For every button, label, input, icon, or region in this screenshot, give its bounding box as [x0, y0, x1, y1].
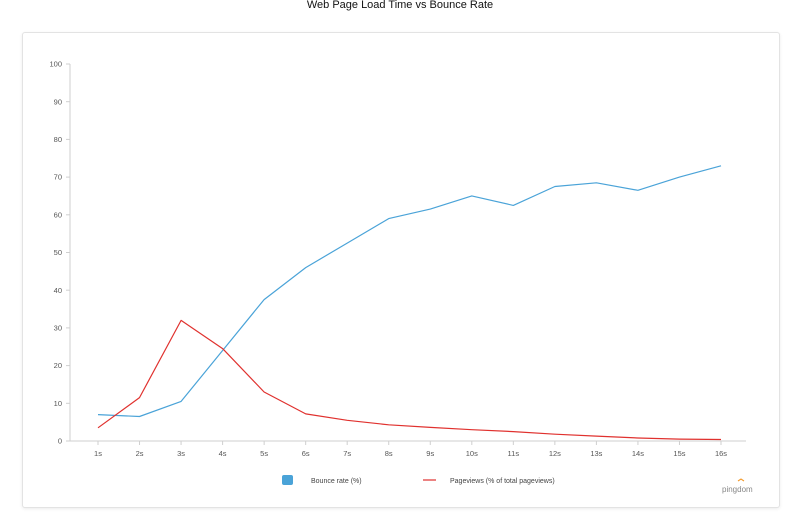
x-tick-label: 6s [302, 449, 310, 458]
pingdom-logo-mark [737, 478, 745, 482]
x-axis: 1s 2s 3s 4s 5s 6s 7s 8s 9s 10s 11s 12s 13s 14s 15s 16s [70, 440, 746, 458]
x-tick-label: 12s [549, 449, 561, 458]
x-tick-label: 9s [426, 449, 434, 458]
y-tick-label: 30 [54, 324, 62, 333]
x-tick-label: 7s [343, 449, 351, 458]
y-tick-label: 20 [54, 361, 62, 370]
chart-card [22, 32, 780, 508]
legend-label-bounce-rate: Bounce rate (%) [311, 478, 362, 485]
legend: Bounce rate (%) Pageviews (% of total pag… [282, 475, 555, 485]
series-line-pageviews [97, 319, 722, 441]
y-tick-label: 10 [54, 399, 62, 408]
y-tick-label: 40 [54, 286, 62, 295]
x-tick-label: 2s [136, 449, 144, 458]
x-tick-label: 5s [260, 449, 268, 458]
pingdom-logo-text: pingdom [722, 485, 753, 494]
y-tick-label: 90 [54, 97, 62, 106]
x-tick-label: 8s [385, 449, 393, 458]
y-tick-label: 70 [54, 173, 62, 182]
legend-marker-bounce-rate [282, 475, 293, 485]
x-tick-label: 15s [673, 449, 685, 458]
x-tick-label: 11s [508, 449, 520, 458]
y-tick-label: 0 [58, 437, 62, 446]
x-tick-label: 10s [466, 449, 478, 458]
series-line-bounce-rate [97, 165, 722, 418]
y-axis: 0 10 20 30 40 50 60 70 80 90 100 [49, 60, 71, 446]
y-tick-label: 80 [54, 135, 62, 144]
x-tick-label: 14s [632, 449, 644, 458]
chart-title: Web Page Load Time vs Bounce Rate [306, 0, 494, 11]
y-tick-label: 60 [54, 210, 62, 219]
series-layer [97, 165, 722, 441]
pingdom-logo: pingdom [722, 478, 753, 494]
x-tick-label: 3s [177, 449, 185, 458]
y-tick-label: 100 [49, 60, 62, 69]
legend-label-pageviews: Pageviews (% of total pageviews) [450, 478, 555, 485]
x-tick-label: 4s [219, 449, 227, 458]
x-tick-label: 16s [715, 449, 727, 458]
y-tick-label: 50 [54, 248, 62, 257]
x-tick-label: 1s [94, 449, 102, 458]
x-tick-label: 13s [590, 449, 602, 458]
